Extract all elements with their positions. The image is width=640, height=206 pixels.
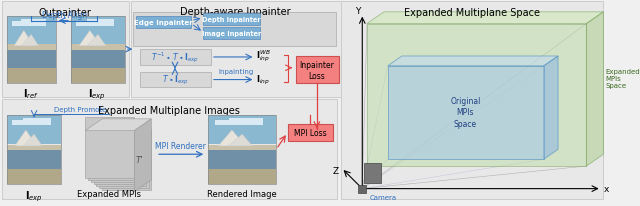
Bar — [88, 119, 137, 180]
Bar — [133, 13, 336, 47]
Bar — [93, 123, 143, 184]
Polygon shape — [134, 119, 151, 192]
Bar — [71, 17, 125, 44]
Bar — [208, 115, 276, 184]
Text: Expanded Multiplane Images: Expanded Multiplane Images — [99, 106, 240, 116]
Text: Outpainter: Outpainter — [39, 8, 92, 18]
Bar — [6, 45, 56, 50]
Text: MPI Renderer: MPI Renderer — [156, 142, 206, 151]
Bar — [136, 17, 191, 29]
Bar — [140, 72, 211, 88]
Bar — [204, 28, 260, 40]
Polygon shape — [85, 119, 151, 131]
Bar — [140, 50, 211, 66]
Bar — [87, 20, 114, 27]
Bar — [6, 170, 61, 184]
Text: $\mathbf{I}^{WB}_{inp}$: $\mathbf{I}^{WB}_{inp}$ — [257, 48, 271, 63]
Text: Y: Y — [355, 7, 360, 16]
Bar — [71, 17, 125, 83]
Polygon shape — [544, 57, 558, 159]
Bar — [364, 163, 381, 183]
Bar — [6, 145, 61, 150]
Text: Rendered Image: Rendered Image — [207, 189, 277, 198]
Bar — [85, 117, 134, 178]
Bar — [2, 2, 129, 98]
Text: Inpainter
Loss: Inpainter Loss — [300, 60, 334, 80]
Text: Inpainting: Inpainting — [219, 68, 254, 74]
Bar — [215, 121, 236, 126]
Text: T': T' — [135, 155, 143, 164]
Polygon shape — [79, 31, 100, 47]
Bar — [99, 127, 148, 188]
Bar — [12, 121, 29, 126]
Polygon shape — [87, 35, 106, 47]
Polygon shape — [23, 135, 42, 146]
Text: Expanded Multiplane Space: Expanded Multiplane Space — [404, 8, 540, 18]
Bar — [6, 69, 56, 83]
Text: $\mathbf{I}_{ref}$: $\mathbf{I}_{ref}$ — [23, 87, 39, 101]
Polygon shape — [218, 130, 246, 146]
Text: Edge Inpainter: Edge Inpainter — [134, 20, 193, 26]
Bar — [208, 170, 276, 184]
Bar — [6, 17, 56, 44]
Bar — [6, 50, 56, 69]
Bar — [287, 124, 333, 142]
Bar — [12, 22, 26, 27]
Polygon shape — [228, 135, 252, 146]
Polygon shape — [367, 13, 604, 25]
Text: $T \bullet \mathbf{I}_{exp}$: $T \bullet \mathbf{I}_{exp}$ — [161, 74, 188, 87]
Bar — [71, 69, 125, 83]
Text: $\mathbf{I}_{exp}$: $\mathbf{I}_{exp}$ — [88, 87, 106, 101]
Polygon shape — [388, 57, 558, 67]
Text: $\mathbf{I}_{exp}$: $\mathbf{I}_{exp}$ — [25, 189, 43, 203]
Polygon shape — [14, 31, 34, 47]
Bar — [6, 115, 61, 184]
Text: MPI Loss: MPI Loss — [294, 129, 326, 137]
Bar — [208, 150, 276, 170]
Bar — [296, 57, 339, 84]
Polygon shape — [15, 130, 36, 146]
Bar — [91, 121, 140, 182]
Polygon shape — [586, 13, 604, 166]
Bar — [228, 119, 262, 126]
Bar — [71, 45, 125, 50]
Bar — [102, 129, 151, 190]
Text: Image Inpainter: Image Inpainter — [202, 31, 261, 37]
Bar — [358, 185, 366, 193]
Text: Depth Align: Depth Align — [42, 11, 87, 20]
Bar — [208, 115, 276, 144]
Text: $T^{-1} \bullet T \bullet \mathbf{I}_{exp}$: $T^{-1} \bullet T \bullet \mathbf{I}_{ex… — [151, 50, 199, 65]
Bar — [97, 125, 146, 186]
Polygon shape — [367, 25, 586, 166]
Bar — [6, 115, 61, 144]
Bar — [76, 22, 93, 27]
Bar — [2, 100, 337, 199]
Bar — [71, 50, 125, 69]
Bar — [131, 2, 340, 98]
Bar — [23, 119, 51, 126]
Bar — [208, 145, 276, 150]
Text: Depth Inpainter: Depth Inpainter — [202, 16, 261, 22]
Bar — [340, 2, 604, 199]
Text: Original
MPIs
Space: Original MPIs Space — [450, 97, 481, 128]
Bar — [6, 17, 56, 83]
Text: Camera: Camera — [370, 194, 397, 200]
Text: Expanded
MPIs
Space: Expanded MPIs Space — [605, 68, 640, 88]
Text: Depth Promote: Depth Promote — [54, 107, 107, 112]
Polygon shape — [21, 35, 38, 47]
Bar — [21, 20, 46, 27]
Text: x: x — [604, 184, 609, 193]
Text: Z: Z — [333, 167, 339, 176]
Text: Depth-aware Inpainter: Depth-aware Inpainter — [180, 7, 291, 17]
Polygon shape — [388, 67, 544, 159]
Bar — [204, 14, 260, 25]
Text: Expanded MPIs: Expanded MPIs — [77, 189, 141, 198]
Bar — [6, 150, 61, 170]
Text: $\mathbf{I}_{inp}$: $\mathbf{I}_{inp}$ — [257, 74, 270, 87]
